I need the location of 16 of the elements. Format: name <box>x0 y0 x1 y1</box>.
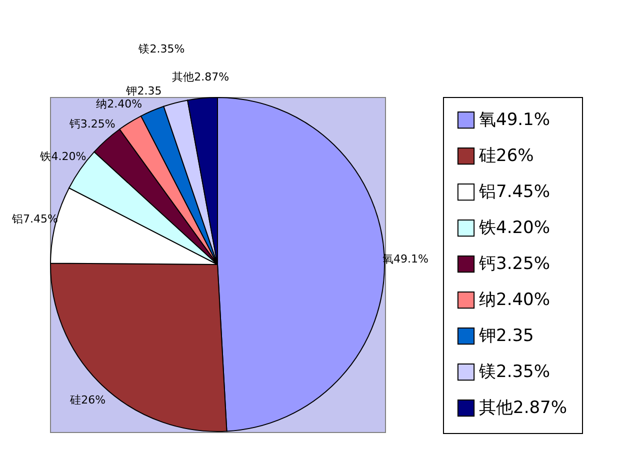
legend-label: 铁4.20% <box>478 218 550 238</box>
legend-label: 纳2.40% <box>479 290 550 310</box>
legend-label: 镁2.35% <box>478 362 550 382</box>
legend-label: 钙3.25% <box>478 254 550 274</box>
legend-label: 钾2.35 <box>478 326 534 346</box>
legend-label: 铝7.45% <box>478 182 550 202</box>
category-label: 镁2.35% <box>138 42 185 56</box>
legend-label: 其他2.87% <box>479 398 568 418</box>
slice-label: 硅26% <box>69 394 106 407</box>
slice-label: 钾2.35 <box>125 84 162 98</box>
slice-label: 钙3.25% <box>68 117 116 130</box>
slice-label: 铁4.20% <box>39 150 86 164</box>
slice-label: 纳2.40% <box>96 97 142 110</box>
legend-label: 氧49.1% <box>479 110 550 130</box>
legend-label: 硅26% <box>478 146 534 166</box>
slice-label: 其他2.87% <box>172 70 230 84</box>
